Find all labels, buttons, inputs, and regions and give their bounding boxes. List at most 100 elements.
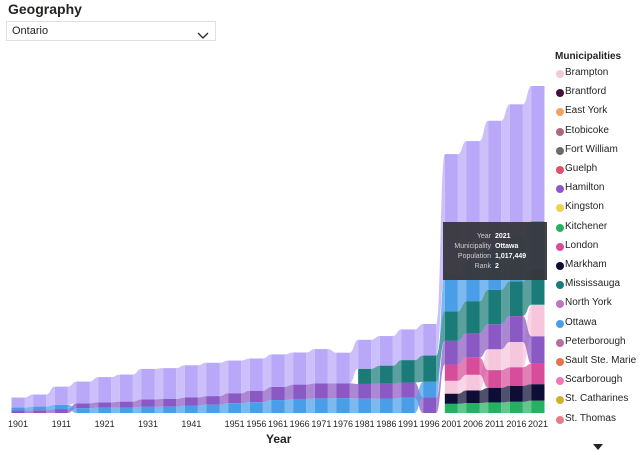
ribbon-bar[interactable] — [314, 349, 328, 384]
ribbon-band[interactable] — [371, 336, 380, 369]
ribbon-band[interactable] — [457, 301, 467, 341]
ribbon-bar[interactable] — [76, 381, 90, 404]
ribbon-band[interactable] — [349, 383, 359, 399]
ribbon-band[interactable] — [219, 403, 229, 413]
ribbon-bar[interactable] — [98, 402, 112, 408]
ribbon-band[interactable] — [241, 390, 250, 404]
ribbon-band[interactable] — [24, 410, 34, 413]
ribbon-bar[interactable] — [466, 390, 480, 404]
ribbon-band[interactable] — [479, 402, 489, 413]
ribbon-band[interactable] — [522, 316, 532, 364]
ribbon-bar[interactable] — [11, 410, 25, 413]
ribbon-bar[interactable] — [423, 397, 437, 413]
ribbon-bar[interactable] — [531, 384, 545, 401]
ribbon-band[interactable] — [89, 377, 99, 404]
ribbon-bar[interactable] — [293, 384, 307, 399]
ribbon-bar[interactable] — [228, 403, 242, 413]
ribbon-bar[interactable] — [163, 406, 177, 413]
ribbon-band[interactable] — [501, 104, 510, 248]
ribbon-band[interactable] — [414, 355, 424, 383]
ribbon-bar[interactable] — [11, 407, 25, 411]
ribbon-band[interactable] — [219, 360, 229, 397]
ribbon-band[interactable] — [522, 384, 532, 402]
ribbon-bar[interactable] — [531, 336, 545, 364]
ribbon-band[interactable] — [262, 386, 272, 403]
ribbon-bar[interactable] — [379, 383, 393, 399]
ribbon-bar[interactable] — [54, 409, 68, 413]
ribbon-band[interactable] — [501, 385, 510, 403]
ribbon-band[interactable] — [89, 407, 99, 413]
ribbon-bar[interactable] — [184, 365, 198, 398]
ribbon-bar[interactable] — [119, 401, 133, 408]
ribbon-bar[interactable] — [401, 397, 415, 413]
ribbon-band[interactable] — [457, 390, 467, 404]
ribbon-band[interactable] — [501, 367, 510, 388]
ribbon-bar[interactable] — [11, 397, 25, 408]
ribbon-bar[interactable] — [466, 403, 480, 413]
ribbon-band[interactable] — [522, 86, 532, 237]
ribbon-band[interactable] — [24, 394, 34, 408]
ribbon-band[interactable] — [392, 397, 402, 413]
ribbon-band[interactable] — [111, 374, 120, 403]
ribbon-bar[interactable] — [358, 339, 372, 369]
ribbon-band[interactable] — [479, 357, 489, 388]
ribbon-bar[interactable] — [76, 403, 90, 409]
ribbon-bar[interactable] — [206, 362, 220, 397]
ribbon-band[interactable] — [371, 383, 380, 399]
ribbon-band[interactable] — [479, 387, 489, 404]
ribbon-band[interactable] — [111, 401, 120, 408]
ribbon-bar[interactable] — [358, 368, 372, 384]
ribbon-band[interactable] — [457, 403, 467, 413]
ribbon-bar[interactable] — [141, 399, 155, 407]
ribbon-bar[interactable] — [98, 377, 112, 403]
ribbon-band[interactable] — [46, 409, 55, 413]
ribbon-band[interactable] — [154, 398, 164, 407]
ribbon-bar[interactable] — [488, 120, 502, 248]
ribbon-bar[interactable] — [163, 368, 177, 399]
ribbon-bar[interactable] — [509, 316, 523, 343]
ribbon-bar[interactable] — [444, 273, 458, 312]
ribbon-bar[interactable] — [379, 365, 393, 384]
ribbon-band[interactable] — [479, 289, 489, 334]
ribbon-band[interactable] — [176, 405, 185, 413]
ribbon-bar[interactable] — [423, 381, 437, 398]
ribbon-bar[interactable] — [119, 407, 133, 413]
ribbon-bar[interactable] — [314, 383, 328, 399]
ribbon-bar[interactable] — [54, 386, 68, 405]
ribbon-bar[interactable] — [488, 289, 502, 325]
ribbon-bar[interactable] — [293, 398, 307, 413]
ribbon-band[interactable] — [219, 393, 229, 405]
ribbon-band[interactable] — [414, 323, 424, 361]
ribbon-band[interactable] — [262, 400, 272, 413]
ribbon-bar[interactable] — [98, 407, 112, 413]
ribbon-bar[interactable] — [249, 402, 263, 413]
ribbon-band[interactable] — [457, 374, 467, 394]
ribbon-bar[interactable] — [206, 404, 220, 413]
ribbon-band[interactable] — [457, 333, 467, 365]
ribbon-bar[interactable] — [444, 340, 458, 365]
ribbon-bar[interactable] — [271, 400, 285, 413]
ribbon-band[interactable] — [24, 406, 34, 411]
ribbon-band[interactable] — [241, 402, 250, 413]
ribbon-bar[interactable] — [141, 406, 155, 413]
ribbon-band[interactable] — [197, 362, 207, 398]
ribbon-bar[interactable] — [423, 355, 437, 382]
ribbon-bar[interactable] — [76, 408, 90, 413]
ribbon-band[interactable] — [349, 339, 359, 384]
ribbon-band[interactable] — [436, 154, 445, 356]
ribbon-bar[interactable] — [488, 370, 502, 388]
ribbon-bar[interactable] — [531, 304, 545, 337]
ribbon-bar[interactable] — [336, 383, 350, 399]
ribbon-band[interactable] — [371, 398, 380, 413]
ribbon-bar[interactable] — [401, 382, 415, 398]
ribbon-bar[interactable] — [358, 398, 372, 413]
ribbon-bar[interactable] — [488, 324, 502, 350]
ribbon-band[interactable] — [392, 329, 402, 366]
ribbon-band[interactable] — [197, 396, 207, 406]
ribbon-bar[interactable] — [531, 400, 545, 413]
ribbon-bar[interactable] — [488, 402, 502, 413]
ribbon-band[interactable] — [522, 363, 532, 386]
ribbon-bar[interactable] — [466, 333, 480, 358]
ribbon-bar[interactable] — [33, 410, 47, 413]
ribbon-band[interactable] — [67, 381, 77, 405]
